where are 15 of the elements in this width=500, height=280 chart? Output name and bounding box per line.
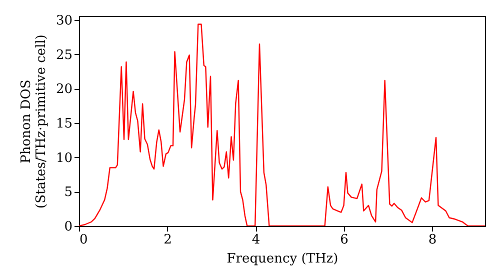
y-tick-label: 30 bbox=[56, 14, 72, 29]
y-tick-label: 0 bbox=[64, 220, 72, 234]
y-tick-label: 15 bbox=[56, 116, 72, 132]
y-tick-label: 5 bbox=[64, 185, 72, 200]
x-tick-label: 2 bbox=[164, 232, 172, 248]
x-tick-label: 0 bbox=[80, 232, 88, 248]
y-tick-label: 25 bbox=[56, 48, 72, 63]
x-axis-title: Frequency (THz) bbox=[226, 252, 338, 266]
y-tick-label: 10 bbox=[56, 150, 72, 166]
x-tick-label: 8 bbox=[428, 232, 437, 248]
x-tick-label: 4 bbox=[252, 232, 260, 248]
line-series bbox=[79, 24, 485, 226]
x-tick-label: 6 bbox=[340, 232, 348, 248]
y-tick-label: 20 bbox=[56, 82, 72, 98]
y-axis-title: Phonon DOS (States/THz·primitive cell) bbox=[18, 34, 49, 209]
